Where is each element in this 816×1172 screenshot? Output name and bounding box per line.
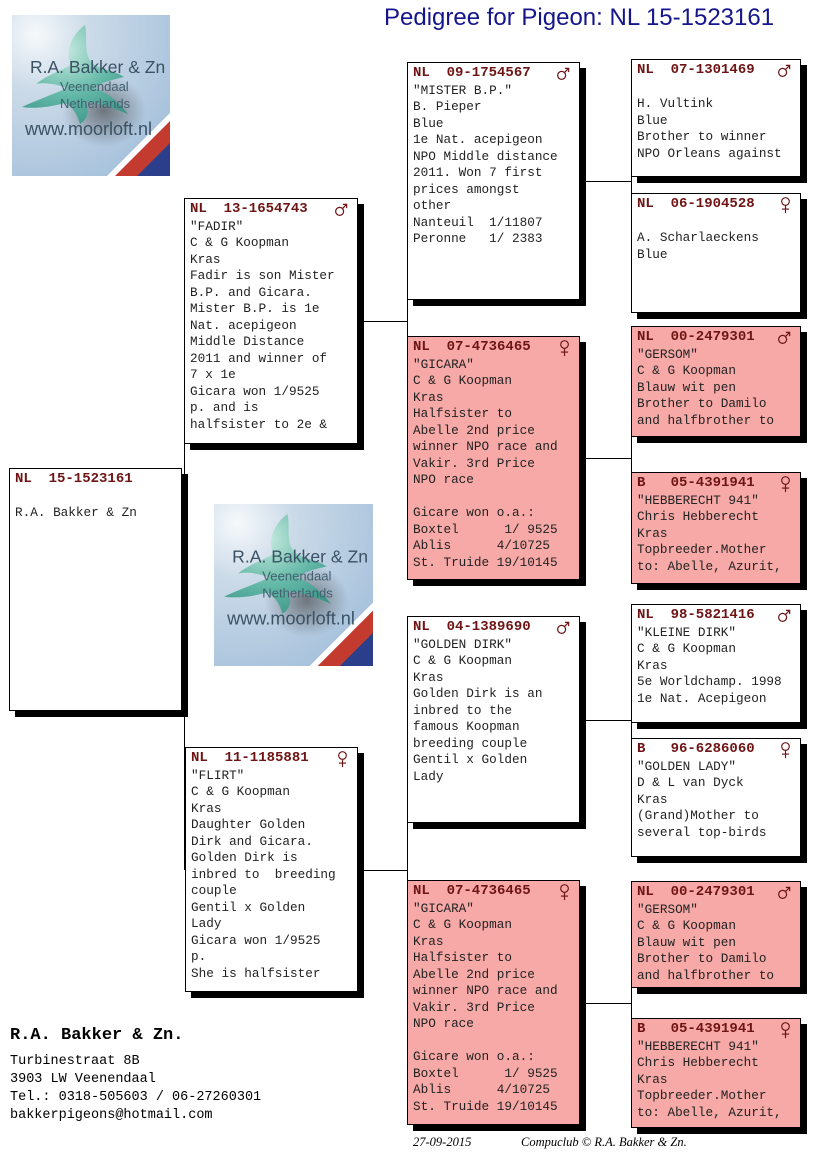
svg-text:Netherlands: Netherlands	[262, 586, 333, 601]
svg-text:www.moorloft.nl: www.moorloft.nl	[24, 119, 152, 139]
svg-text:Veenendaal: Veenendaal	[262, 568, 331, 583]
svg-text:Veenendaal: Veenendaal	[60, 79, 129, 94]
svg-text:www.moorloft.nl: www.moorloft.nl	[226, 609, 355, 629]
svg-text:R.A. Bakker & Zn: R.A. Bakker & Zn	[30, 57, 165, 77]
svg-text:Netherlands: Netherlands	[60, 96, 131, 111]
svg-text:R.A. Bakker & Zn: R.A. Bakker & Zn	[232, 546, 368, 566]
